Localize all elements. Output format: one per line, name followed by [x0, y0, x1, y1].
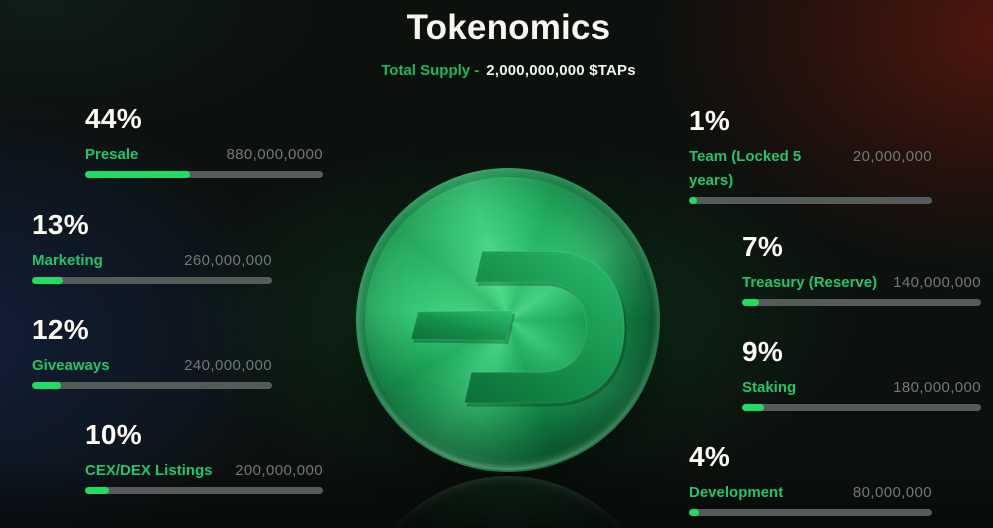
progress-track	[32, 382, 272, 390]
alloc-label: Team (Locked 5 years)	[689, 148, 802, 190]
alloc-row: Presale 880,000,0000	[85, 143, 323, 167]
dash-d-coin-logo	[410, 250, 627, 407]
progress-track	[742, 404, 981, 412]
alloc-percent: 1%	[689, 105, 731, 136]
alloc-item-cex-dex-listings: 10% CEX/DEX Listings 200,000,000	[85, 419, 323, 495]
progress-track	[689, 509, 932, 517]
alloc-item-team: 1% Team (Locked 5 years) 20,000,000	[689, 105, 932, 205]
progress-fill	[742, 299, 759, 307]
progress-fill	[32, 277, 64, 285]
alloc-amount: 260,000,000	[184, 252, 272, 270]
alloc-amount: 180,000,000	[893, 379, 981, 397]
progress-track	[742, 299, 981, 307]
alloc-amount: 80,000,000	[852, 484, 932, 502]
alloc-amount: 200,000,000	[235, 462, 323, 480]
alloc-percent: 44%	[85, 103, 142, 134]
page-title: Tokenomics	[406, 8, 611, 47]
alloc-row: Staking 180,000,000	[742, 376, 981, 400]
alloc-label: Marketing	[32, 252, 103, 270]
progress-fill	[32, 382, 61, 390]
alloc-percent: 7%	[742, 231, 784, 262]
alloc-row: Development 80,000,000	[689, 481, 932, 505]
progress-track	[85, 171, 323, 179]
alloc-amount: 20,000,000	[852, 148, 932, 166]
alloc-item-treasury: 7% Treasury (Reserve) 140,000,000	[742, 231, 981, 307]
alloc-item-marketing: 13% Marketing 260,000,000	[32, 209, 272, 285]
alloc-amount: 140,000,000	[893, 274, 981, 292]
alloc-label: Presale	[85, 146, 139, 164]
progress-fill	[689, 197, 697, 205]
alloc-label: CEX/DEX Listings	[85, 462, 213, 480]
alloc-percent: 9%	[742, 336, 784, 367]
alloc-amount: 240,000,000	[184, 357, 272, 375]
progress-fill	[85, 171, 190, 179]
alloc-percent: 12%	[32, 314, 89, 345]
alloc-item-presale: 44% Presale 880,000,0000	[85, 103, 323, 179]
alloc-percent: 10%	[85, 419, 142, 450]
alloc-label: Staking	[742, 379, 797, 397]
subtitle-prefix: Total Supply -	[381, 62, 480, 79]
alloc-item-staking: 9% Staking 180,000,000	[742, 336, 981, 412]
coin-reflection	[356, 476, 660, 528]
alloc-label: Treasury (Reserve)	[742, 274, 878, 292]
progress-fill	[689, 509, 699, 517]
alloc-percent: 13%	[32, 209, 89, 240]
coin-graphic	[356, 168, 660, 472]
alloc-row: Team (Locked 5 years) 20,000,000	[689, 145, 932, 193]
alloc-label: Development	[689, 484, 784, 502]
subtitle-value: 2,000,000,000 $TAPs	[486, 62, 636, 79]
alloc-amount: 880,000,0000	[226, 146, 323, 164]
alloc-label: Giveaways	[32, 357, 110, 375]
progress-track	[85, 487, 323, 495]
alloc-row: Treasury (Reserve) 140,000,000	[742, 271, 981, 295]
progress-track	[32, 277, 272, 285]
alloc-item-giveaways: 12% Giveaways 240,000,000	[32, 314, 272, 390]
progress-fill	[85, 487, 109, 495]
alloc-row: Giveaways 240,000,000	[32, 354, 272, 378]
progress-fill	[742, 404, 764, 412]
alloc-row: Marketing 260,000,000	[32, 249, 272, 273]
alloc-row: CEX/DEX Listings 200,000,000	[85, 459, 323, 483]
progress-track	[689, 197, 932, 205]
alloc-percent: 4%	[689, 441, 731, 472]
subtitle: Total Supply - 2,000,000,000 $TAPs	[381, 62, 636, 79]
alloc-item-development: 4% Development 80,000,000	[689, 441, 932, 517]
